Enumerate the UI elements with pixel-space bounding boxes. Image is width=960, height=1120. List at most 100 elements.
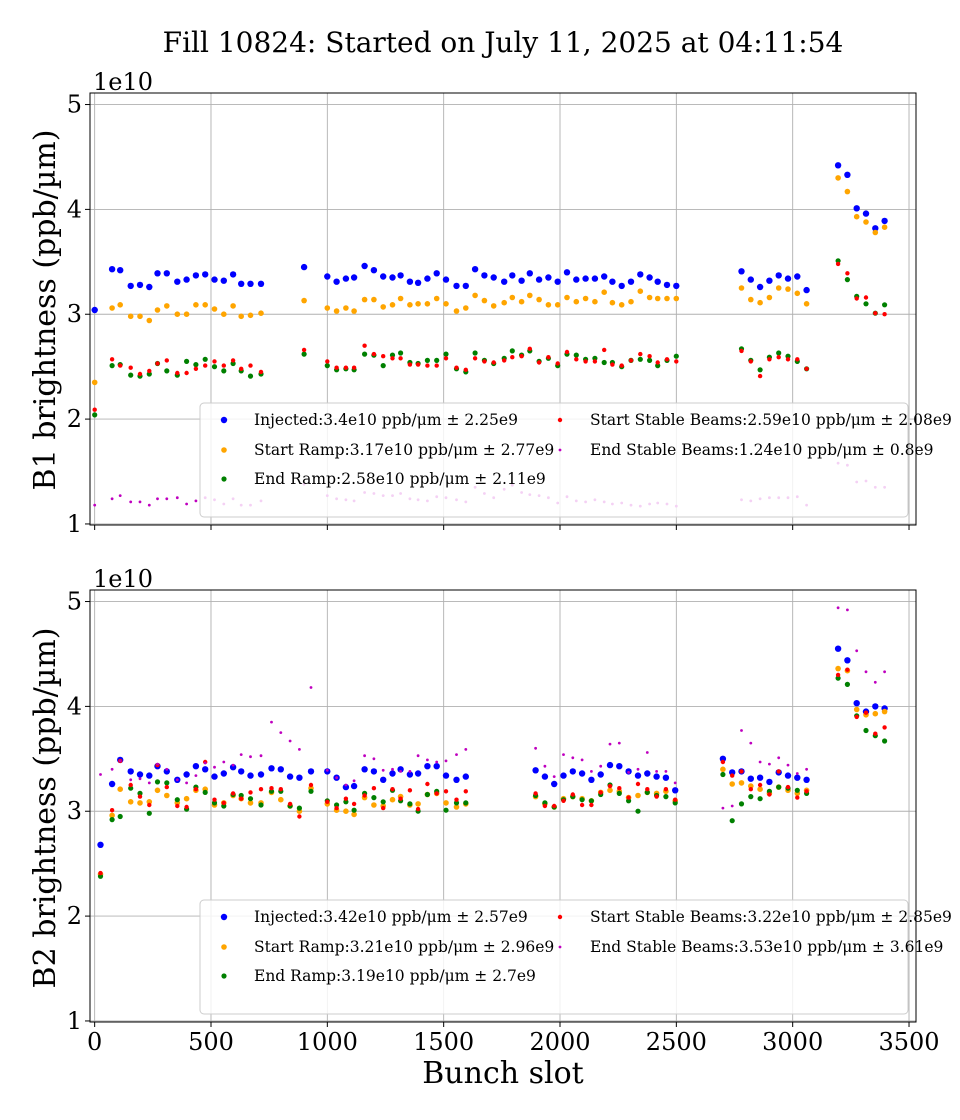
b2-start-stable-point: [635, 781, 641, 787]
b1-start-stable-point: [602, 347, 607, 353]
b2-injected-point: [672, 787, 679, 794]
b1-start-ramp-point: [415, 301, 421, 307]
b1-end-ramp-point: [573, 352, 579, 358]
b1-start-ramp-point: [481, 297, 488, 304]
b1-end-stable-point: [175, 496, 179, 500]
b2-start-stable-point: [776, 769, 781, 774]
b2-end-stable-point: [768, 762, 771, 766]
b1-start-stable-point: [785, 357, 791, 362]
b1-start-ramp-point: [509, 294, 516, 301]
b2-injected-point: [541, 773, 549, 780]
b1-start-stable-point: [118, 363, 123, 368]
b2-injected-point: [389, 770, 396, 777]
b2-start-stable-point: [748, 787, 753, 792]
b2-end-stable-point: [730, 804, 734, 808]
b1-end-ramp-point: [362, 351, 368, 357]
b1-injected-point: [342, 275, 350, 282]
b2-start-stable-point: [854, 714, 859, 720]
b2-start-ramp-point: [343, 808, 349, 814]
b2-end-ramp-point: [616, 790, 622, 797]
legend-marker-end-ramp: [221, 476, 227, 482]
b1-start-stable-point: [527, 346, 532, 351]
b2-injected-point: [183, 771, 190, 778]
b2-end-stable-point: [213, 765, 216, 769]
b1-injected-point: [747, 276, 754, 283]
b1-start-stable-point: [381, 354, 386, 359]
legend-entry-start-stable: Start Stable Beams:3.22e10 ppb/μm ± 2.85…: [590, 908, 952, 926]
legend-entry-injected: Injected:3.42e10 ppb/μm ± 2.57e9: [254, 908, 528, 926]
b2-injected-point: [719, 755, 727, 762]
b1-end-ramp-point: [785, 353, 791, 359]
b2-end-ramp-point: [146, 810, 152, 816]
b1-end-ramp-point: [472, 350, 478, 356]
b1-injected-point: [117, 267, 124, 274]
b1-start-stable-point: [674, 359, 679, 364]
b2-end-stable-point: [805, 767, 808, 771]
b2-end-stable-point: [627, 771, 630, 774]
b1-start-stable-point: [203, 363, 208, 368]
b2-start-stable-point: [607, 783, 613, 789]
b2-start-ramp-point: [607, 787, 613, 794]
b2-start-stable-point: [334, 805, 339, 811]
b2-injected-point: [784, 772, 792, 779]
figure-title: Fill 10824: Started on July 11, 2025 at …: [163, 26, 844, 59]
b2-end-stable-point: [846, 608, 849, 612]
b2-start-stable-point: [415, 806, 421, 812]
b1-injected-point: [397, 272, 404, 279]
b2-end-ramp-point: [424, 791, 430, 798]
b1-injected-point: [563, 269, 571, 276]
b2-end-stable-point: [777, 756, 781, 760]
x-tick-label: 1500: [413, 1028, 474, 1056]
b2-start-stable-point: [552, 803, 557, 809]
b2-start-stable-point: [720, 759, 726, 765]
b2-start-stable-point: [626, 795, 631, 800]
b2-start-stable-point: [873, 731, 878, 736]
b2-end-stable-point: [165, 767, 169, 771]
b1-start-stable-point: [248, 363, 253, 368]
b2-start-stable-point: [128, 782, 133, 788]
b2-end-ramp-point: [334, 802, 340, 808]
b1-start-stable-point: [164, 358, 169, 363]
b1-injected-point: [247, 280, 254, 287]
b2-injected-point: [397, 766, 404, 773]
b2-end-ramp-point: [748, 794, 754, 800]
b2-injected-point: [560, 772, 567, 779]
b2-end-stable-point: [399, 770, 402, 773]
b1-end-ramp-point: [380, 363, 386, 369]
b2-injected-point: [872, 703, 879, 710]
b2-start-stable-point: [362, 793, 367, 798]
b1-start-stable-point: [230, 358, 236, 363]
b2-start-stable-point: [287, 801, 293, 807]
b1-start-stable-point: [371, 351, 377, 357]
b1-end-stable-point: [147, 503, 151, 507]
b1-start-stable-point: [583, 359, 588, 364]
b2-start-stable-point: [645, 787, 650, 792]
b2-injected-point: [163, 768, 170, 775]
b1-end-ramp-point: [146, 371, 152, 377]
b2-end-stable-point: [645, 751, 649, 754]
b1-start-stable-point: [664, 357, 670, 362]
b1-start-stable-point: [748, 359, 753, 364]
b1-start-ramp-point: [324, 305, 331, 311]
b2-end-ramp-point: [766, 788, 773, 794]
b2-start-stable-point: [325, 799, 330, 804]
b1-injected-point: [490, 274, 497, 281]
b1-start-stable-point: [212, 359, 217, 364]
b2-end-stable-point: [175, 778, 179, 782]
b1-injected-point: [370, 267, 378, 274]
b2-injected-point: [229, 764, 237, 771]
b1-injected-point: [229, 271, 237, 278]
b2-start-stable-point: [443, 789, 449, 794]
b1-start-stable-point: [482, 359, 487, 364]
b1-end-ramp-point: [601, 359, 607, 366]
b2-start-ramp-point: [183, 795, 190, 802]
b1-start-ramp-point: [794, 290, 801, 297]
b1-start-ramp-point: [609, 299, 616, 306]
b1-injected-point: [361, 262, 368, 270]
b2-end-stable-point: [270, 720, 273, 724]
b1-injected-point: [618, 282, 625, 290]
b2-start-ramp-point: [453, 804, 460, 810]
b1-end-ramp-point: [230, 360, 236, 367]
b1-end-ramp-point: [164, 368, 170, 374]
b2-injected-point: [634, 772, 642, 779]
